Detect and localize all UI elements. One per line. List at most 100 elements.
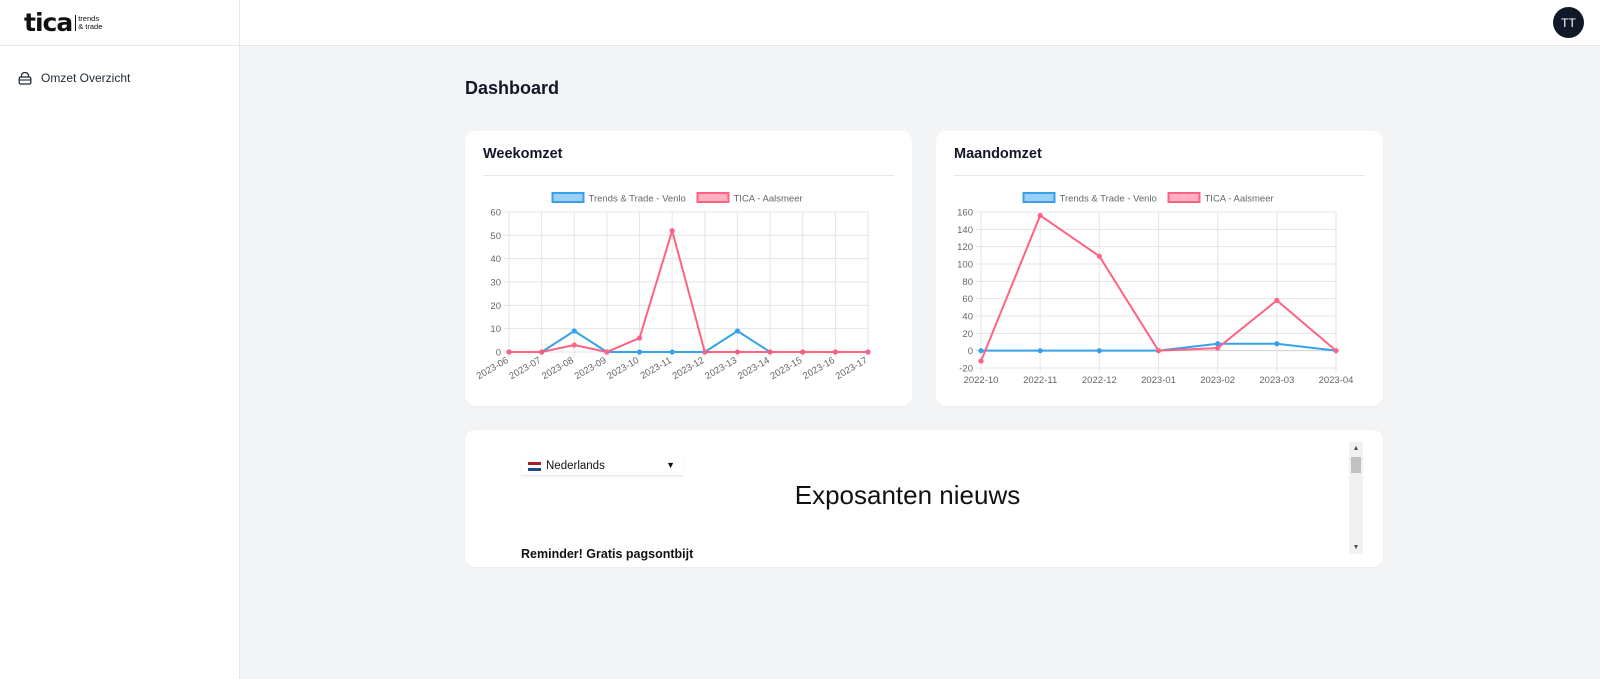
legend-item[interactable]: Trends & Trade - Venlo [1022, 192, 1157, 205]
data-point[interactable] [636, 349, 643, 355]
logo[interactable]: tica trends & trade [0, 0, 239, 46]
weekomzet-card: Weekomzet Trends & Trade - Venlo TICA - A… [465, 131, 912, 406]
data-point[interactable] [800, 349, 806, 355]
divider [954, 175, 1365, 176]
data-point[interactable] [1037, 212, 1043, 219]
data-point[interactable] [669, 228, 675, 234]
data-point[interactable] [1274, 297, 1280, 303]
x-tick-label: 2023-01 [1141, 375, 1176, 386]
data-point[interactable] [571, 342, 577, 348]
y-tick-label: 10 [490, 324, 501, 335]
legend-swatch [1167, 192, 1201, 203]
x-tick-label: 2023-02 [1200, 375, 1235, 386]
caret-down-icon: ▼ [666, 460, 675, 470]
y-tick-label: 60 [490, 208, 501, 219]
y-tick-label: 0 [496, 348, 501, 359]
x-tick-label: 2023-04 [1319, 375, 1354, 386]
y-tick-label: 60 [962, 294, 973, 305]
y-tick-label: 120 [957, 242, 973, 253]
news-heading: Exposanten nieuws [794, 480, 1021, 510]
logo-sub-line1: trends [78, 13, 100, 23]
legend-label: Trends & Trade - Venlo [589, 194, 686, 205]
series-line [509, 229, 868, 353]
data-point[interactable] [1096, 348, 1102, 354]
legend-item[interactable]: Trends & Trade - Venlo [551, 192, 686, 205]
news-card: Nederlands ▼ Exposanten nieuws Reminder!… [465, 430, 1383, 567]
data-point[interactable] [1037, 348, 1043, 354]
data-point[interactable] [702, 349, 708, 355]
legend-label: TICA - Aalsmeer [734, 194, 803, 205]
data-point[interactable] [978, 348, 984, 354]
data-point[interactable] [767, 349, 773, 355]
y-tick-label: 30 [490, 278, 501, 289]
data-point[interactable] [1215, 345, 1221, 351]
x-tick-label: 2023-16 [801, 355, 837, 382]
data-point[interactable] [571, 328, 577, 334]
legend-swatch [551, 192, 585, 203]
data-point[interactable] [604, 349, 610, 355]
bag-icon [18, 71, 32, 85]
x-tick-label: 2022-11 [1023, 375, 1057, 386]
y-tick-label: 80 [962, 277, 973, 288]
x-tick-label: 2023-15 [769, 355, 805, 382]
y-tick-label: 20 [490, 301, 501, 312]
scroll-up-icon[interactable]: ▲ [1352, 445, 1360, 452]
data-point[interactable] [734, 328, 741, 334]
sidebar: tica trends & trade Omzet Overzicht [0, 0, 240, 679]
data-point[interactable] [1155, 348, 1162, 354]
scroll-down-icon[interactable]: ▼ [1352, 544, 1360, 551]
x-tick-label: 2023-09 [573, 355, 609, 382]
data-point[interactable] [539, 349, 545, 355]
top-bar: TT [240, 0, 1600, 46]
x-tick-label: 2022-10 [964, 375, 999, 386]
data-point[interactable] [1096, 253, 1102, 259]
y-tick-label: 140 [957, 225, 973, 236]
scroll-thumb[interactable] [1351, 457, 1361, 473]
weekomzet-chart: Trends & Trade - Venlo TICA - Aalsmeer 0 10… [475, 192, 871, 382]
page-title: Dashboard [465, 78, 560, 98]
x-tick-label: 2023-07 [507, 355, 543, 382]
y-tick-label: -20 [959, 364, 973, 375]
logo-sub-line2: & trade [78, 21, 103, 31]
x-tick-label: 2023-13 [703, 355, 739, 382]
data-point[interactable] [1215, 341, 1221, 347]
sidebar-item-label: Omzet Overzicht [41, 71, 131, 85]
card-title: Maandomzet [954, 146, 1042, 162]
data-point[interactable] [865, 349, 871, 355]
legend-swatch [1022, 192, 1056, 203]
legend-swatch [696, 192, 730, 203]
y-tick-label: 100 [957, 260, 973, 271]
y-tick-label: 20 [962, 329, 973, 340]
legend-item[interactable]: TICA - Aalsmeer [696, 192, 803, 205]
x-tick-label: 2022-12 [1082, 375, 1117, 386]
data-point[interactable] [1333, 348, 1339, 354]
data-point[interactable] [669, 349, 675, 355]
x-tick-label: 2023-12 [671, 355, 707, 382]
logo-subtext: trends & trade [75, 13, 103, 31]
x-tick-label: 2023-10 [605, 355, 641, 382]
y-tick-label: 160 [957, 208, 973, 219]
sidebar-item-omzet-overzicht[interactable]: Omzet Overzicht [0, 63, 240, 93]
maandomzet-chart: Trends & Trade - Venlo TICA - Aalsmeer -20… [957, 192, 1354, 386]
news-frame[interactable]: Nederlands ▼ Exposanten nieuws Reminder!… [465, 430, 1360, 566]
data-point[interactable] [1274, 341, 1280, 347]
data-point[interactable] [636, 335, 643, 341]
legend-label: TICA - Aalsmeer [1205, 194, 1274, 205]
avatar[interactable]: TT [1553, 7, 1584, 38]
data-point[interactable] [832, 349, 838, 355]
news-article-title[interactable]: Reminder! Gratis pagsontbijt [521, 547, 694, 561]
legend-label: Trends & Trade - Venlo [1060, 194, 1157, 205]
netherlands-flag-icon [528, 461, 541, 471]
y-tick-label: 40 [962, 312, 973, 323]
data-point[interactable] [506, 349, 512, 355]
data-point[interactable] [978, 358, 984, 364]
series-line [509, 330, 868, 353]
x-tick-label: 2023-08 [540, 355, 576, 382]
language-select[interactable]: Nederlands ▼ [521, 457, 683, 476]
y-tick-label: 0 [968, 346, 973, 357]
language-label: Nederlands [546, 460, 605, 472]
maandomzet-card: Maandomzet Trends & Trade - Venlo TICA - … [936, 131, 1383, 406]
news-scrollbar[interactable]: ▲ ▼ [1349, 442, 1363, 554]
legend-item[interactable]: TICA - Aalsmeer [1167, 192, 1274, 205]
data-point[interactable] [734, 349, 741, 355]
